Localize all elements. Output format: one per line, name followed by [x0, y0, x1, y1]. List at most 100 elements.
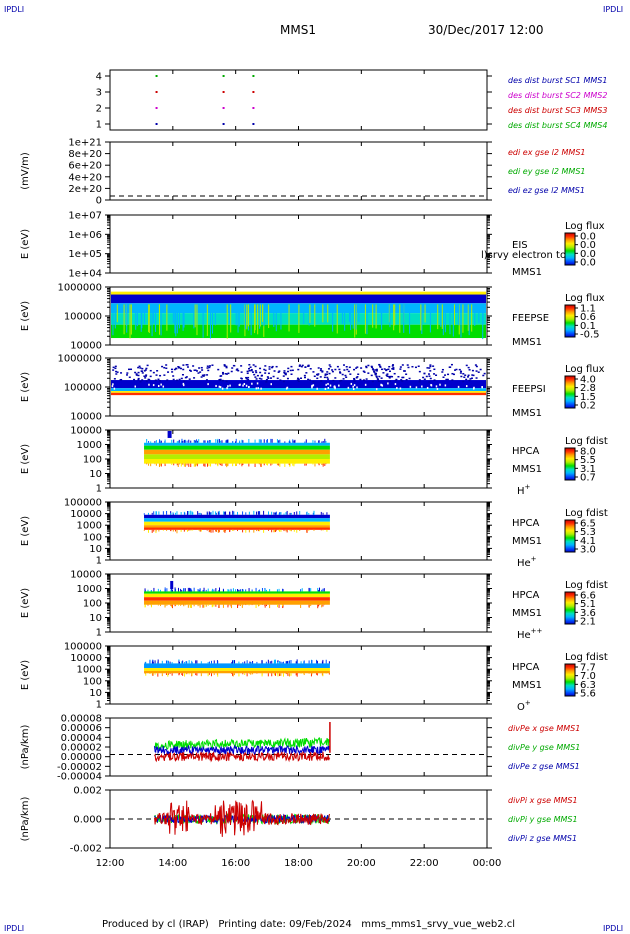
spectrogram-dot [181, 374, 184, 376]
spectrogram-dot [221, 379, 224, 382]
spectrogram-dot [432, 365, 435, 367]
spectrogram-dot [355, 367, 358, 369]
spectrogram-dot [283, 371, 286, 374]
spectrogram-dot [341, 373, 344, 376]
spectrogram-dot [308, 379, 311, 381]
colorbar-tick-label: 7.0 [580, 671, 596, 682]
corner-label-top-right: IPDLI [603, 5, 624, 14]
spectrogram-dot [392, 367, 395, 369]
spectrogram-dot [179, 367, 182, 370]
colorbar-tick-label: 0.6 [580, 312, 596, 323]
y-axis-label: E (eV) [20, 372, 31, 402]
y-tick-label: 1e+04 [68, 269, 102, 280]
spectrogram-gap [347, 386, 350, 389]
spectrogram-dot [141, 372, 144, 374]
spectrogram-dot [464, 374, 467, 376]
spectrogram-dot [254, 376, 257, 378]
spectrogram-dot [370, 374, 373, 377]
spectrogram-dot [184, 376, 187, 379]
spectrogram-dot [287, 370, 290, 373]
spectrogram-dot [116, 371, 119, 373]
spectrogram-dot [296, 379, 299, 381]
y-tick-label: 10000 [70, 341, 102, 352]
y-tick-label: 10000 [70, 653, 102, 664]
spectrogram-dot [146, 364, 149, 367]
spectrogram-dot [247, 376, 250, 379]
spectrogram-dot [471, 374, 474, 376]
colorbar-tick-label: 6.6 [580, 591, 596, 602]
y-tick-label: 10 [89, 688, 102, 699]
y-tick-label: -0.00004 [57, 772, 102, 783]
burst-point [222, 107, 225, 109]
spectrogram-dot [159, 374, 162, 377]
spectrogram-band [111, 392, 486, 396]
spectrogram-dot [375, 375, 378, 378]
spectrogram-gap [162, 385, 165, 388]
spectrogram-dot [483, 372, 486, 375]
spectrogram-gap [380, 384, 383, 387]
spectrogram-dot [328, 372, 331, 375]
y-axis-label: E (eV) [20, 301, 31, 331]
spectrogram-dot [128, 368, 131, 371]
spectrogram-dot [192, 365, 195, 367]
spectrogram-dot [338, 371, 341, 373]
spectrogram-dot [141, 367, 144, 370]
spectrogram-dot [320, 368, 323, 370]
spectrogram-gap [350, 382, 353, 385]
panel-divpi: (nPa/km) divPi x gse MMS1 divPi y gse MMS1… [20, 789, 578, 849]
spectrogram-dot [356, 366, 359, 368]
spectrogram-spike [167, 431, 172, 438]
panel-hpca-he: E (eV) HPCA MMS1 He+ [20, 501, 578, 569]
spectrogram-dot [342, 364, 345, 366]
spectrogram-gap [112, 383, 114, 386]
spectrogram-dot [346, 368, 349, 371]
spectrogram-dot [297, 378, 300, 381]
spectrogram-dot [301, 364, 304, 367]
spectrogram-gap [148, 383, 150, 386]
colorbar-tick-label: 0.0 [580, 240, 596, 251]
y-tick-label: 1000000 [57, 283, 102, 294]
spectrogram-dot [259, 367, 262, 370]
y-tick-label: 1e+06 [68, 230, 102, 241]
colorbar-tick-label: 0.7 [580, 473, 596, 484]
spectrogram-dot [326, 373, 329, 376]
spectrogram-dot [429, 377, 432, 380]
spectrogram-dot [219, 378, 222, 381]
spectrogram-spike [170, 580, 174, 590]
spectrogram-dot [378, 375, 381, 378]
spectrogram-band [111, 291, 486, 295]
spectrogram-dot [307, 365, 310, 367]
spectrogram-dot [188, 378, 191, 380]
spectrogram-dot [255, 378, 258, 380]
colorbar-tick-label: 0.1 [580, 321, 596, 332]
legend-entry: divPi z gse MMS1 [508, 834, 577, 843]
spectrogram-dot [353, 368, 356, 371]
spectrogram-dot [248, 363, 251, 366]
spectrogram-dot [163, 366, 166, 369]
panel-hpca-h: E (eV) HPCA MMS1 H+ [20, 429, 578, 497]
spectrogram-dot [371, 380, 374, 383]
spectrogram-gap [157, 384, 160, 387]
spectrogram-dot [374, 373, 377, 375]
spectrogram-dot [367, 364, 370, 367]
spectrogram-dot [479, 368, 482, 371]
colorbar-tick-label: 4.1 [580, 536, 596, 547]
spectrogram-dot [468, 369, 471, 371]
spectrogram-dot [418, 381, 421, 383]
y-axis-label: E (eV) [20, 660, 31, 690]
spectrogram-dot [388, 375, 391, 378]
spectrogram-gap [457, 385, 460, 388]
spectrogram-dot [400, 379, 403, 381]
spectrogram-dot [297, 368, 300, 371]
spectrogram-dot [408, 377, 411, 380]
spectrogram-dot [180, 377, 183, 380]
x-tick-label: 18:00 [284, 858, 313, 869]
spectrogram-gap [238, 383, 241, 386]
spectrogram-dot [360, 367, 363, 369]
spectrogram-dot [172, 375, 175, 377]
spectrogram-dot [182, 364, 185, 366]
spectrogram-dot [345, 376, 348, 379]
corner-label-bottom-right: IPDLI [603, 924, 624, 933]
spectrogram-dot [271, 365, 274, 368]
spectrogram-dot [455, 368, 458, 371]
